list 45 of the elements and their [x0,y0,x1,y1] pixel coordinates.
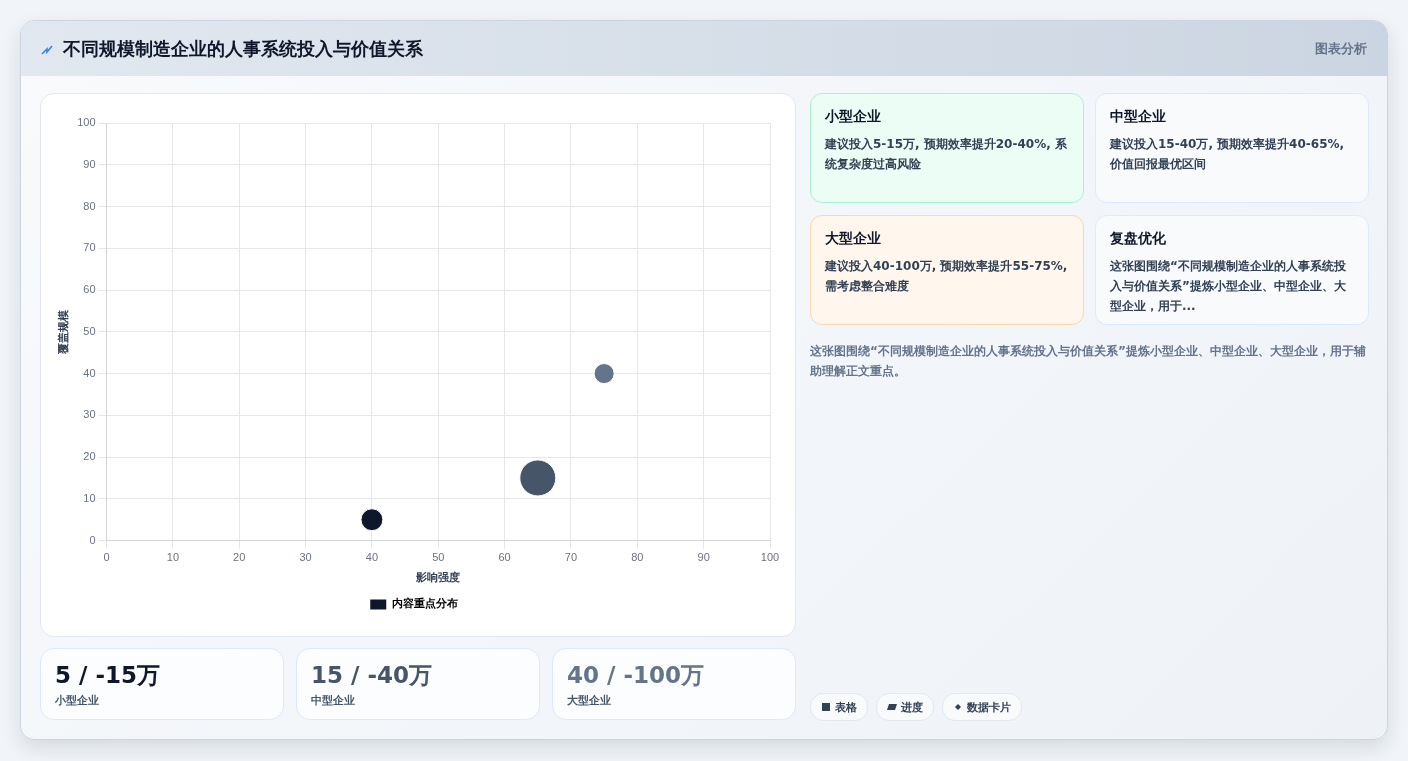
text: 15 / -40万 [311,661,433,690]
x-tick-label: 0 [103,551,110,564]
text: 进度 [901,699,923,715]
text: 建议投入40-100万, 预期效率提升55-75%, 需考虑整合难度 [825,258,1069,295]
text: 大型企业 [567,693,612,708]
text: 小型企业 [55,693,100,708]
y-tick-label: 0 [89,533,96,546]
text: 40 / -100万 [567,661,705,690]
text: 图表分析 [1315,40,1367,58]
text: 中型企业 [1110,108,1167,126]
x-tick-label: 80 [631,551,644,564]
x-tick-label: 40 [365,551,379,564]
y-tick-label: 30 [83,408,96,421]
text: 这张图围绕“不同规模制造企业的人事系统投入与价值关系”提炼小型企业、中型企业、大型企业，用于辅助理解正文重点。 [810,343,1367,380]
x-axis-title: 影响强度 [415,571,461,584]
text: 复盘优化 [1110,230,1167,248]
y-tick-label: 50 [83,324,96,337]
y-tick-label: 90 [83,157,96,170]
y-tick-label: 60 [83,283,96,296]
y-tick-label: 20 [83,450,96,463]
x-tick-label: 90 [697,551,710,564]
y-axis-title: 覆盖规模 [56,308,69,355]
text: 中型企业 [311,693,356,708]
text: 建议投入5-15万, 预期效率提升20-40%, 系统复杂度过高风险 [825,136,1068,173]
text: 这张图围绕“不同规模制造企业的人事系统投入与价值关系”提炼小型企业、中型企业、大型企业，用于... [1110,258,1347,315]
x-tick-label: 10 [166,551,180,564]
legend-label: 内容重点分布 [391,597,458,611]
x-tick-label: 30 [299,551,312,564]
y-tick-label: 10 [83,491,96,504]
y-tick-label: 80 [83,199,96,212]
x-tick-label: 70 [564,551,578,564]
x-tick-label: 100 [760,551,780,564]
text: 表格 [835,699,857,715]
x-tick-label: 20 [233,551,246,564]
text: 小型企业 [825,108,882,126]
y-tick-label: 100 [77,116,96,129]
x-tick-label: 60 [498,551,511,564]
text: 建议投入15-40万, 预期效率提升40-65%, 价值回报最优区间 [1110,136,1346,173]
y-tick-label: 40 [83,366,96,379]
text: 大型企业 [825,230,882,248]
text: 数据卡片 [967,699,1011,715]
text: 5 / -15万 [55,661,161,690]
y-tick-label: 70 [83,241,96,254]
chart-title: 不同规模制造企业的人事系统投入与价值关系 [63,37,423,61]
x-tick-label: 50 [432,551,445,564]
